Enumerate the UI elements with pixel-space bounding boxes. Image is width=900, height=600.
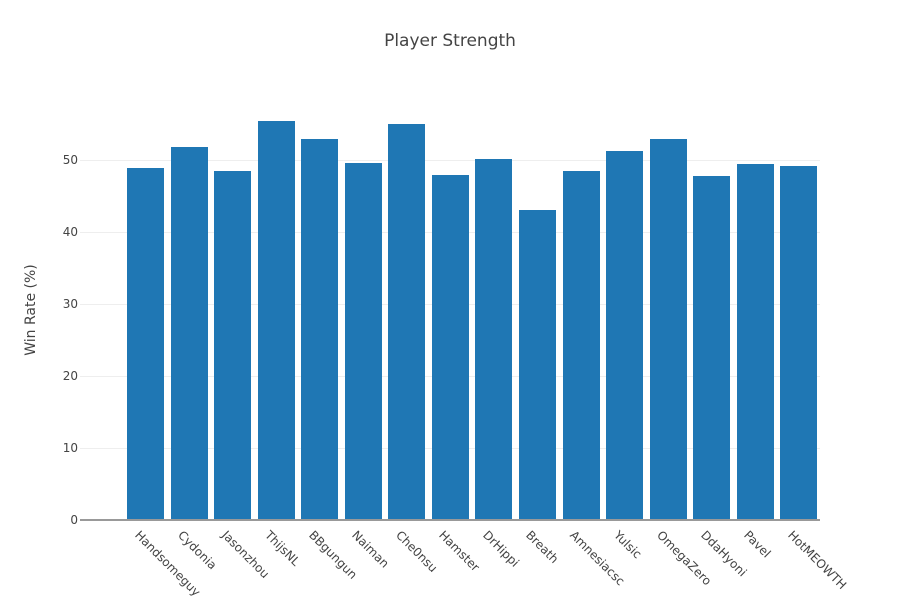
y-tick-label: 50 bbox=[62, 153, 78, 167]
gridline bbox=[80, 160, 820, 161]
bar-bbgungun[interactable] bbox=[301, 139, 339, 519]
bar-naiman[interactable] bbox=[344, 162, 382, 519]
y-tick-label: 0 bbox=[70, 513, 78, 527]
y-tick-label: 20 bbox=[62, 369, 78, 383]
x-tick-label: Che0nsu bbox=[392, 528, 440, 576]
bar-che0nsu[interactable] bbox=[388, 124, 426, 519]
bar-breath[interactable] bbox=[518, 209, 556, 519]
x-tick-label: DrHippi bbox=[479, 528, 522, 570]
chart-title: Player Strength bbox=[384, 31, 516, 51]
x-tick-label: Hamster bbox=[436, 528, 483, 575]
bar-omegazero[interactable] bbox=[649, 139, 687, 519]
y-axis-label: Win Rate (%) bbox=[23, 264, 39, 356]
x-tick-label: Pavel bbox=[741, 528, 774, 561]
y-tick-label: 10 bbox=[62, 441, 78, 455]
bar-ddahyoni[interactable] bbox=[693, 175, 731, 519]
bar-hamster[interactable] bbox=[431, 175, 469, 519]
bar-cydonia[interactable] bbox=[170, 147, 208, 519]
bar-pavel[interactable] bbox=[736, 164, 774, 519]
bar-hotmeowth[interactable] bbox=[780, 166, 818, 519]
y-tick-label: 30 bbox=[62, 297, 78, 311]
x-tick-label: Breath bbox=[523, 528, 562, 567]
bar-thijsnl[interactable] bbox=[257, 121, 295, 519]
x-tick-label: HotMEOWTH bbox=[784, 528, 849, 593]
zero-line bbox=[80, 519, 820, 521]
y-tick-label: 40 bbox=[62, 225, 78, 239]
bar-drhippi[interactable] bbox=[475, 158, 513, 519]
x-tick-label: ThijsNL bbox=[262, 528, 303, 569]
bar-yulsic[interactable] bbox=[606, 150, 644, 519]
x-tick-label: Yulsic bbox=[610, 528, 644, 562]
x-tick-label: Cydonia bbox=[175, 528, 220, 573]
plot-area bbox=[80, 80, 820, 521]
bar-jasonzhou[interactable] bbox=[214, 170, 252, 519]
bar-handsomeguy[interactable] bbox=[127, 167, 164, 519]
bar-amnesiacsc[interactable] bbox=[562, 170, 600, 519]
x-tick-label: Naiman bbox=[349, 528, 392, 571]
